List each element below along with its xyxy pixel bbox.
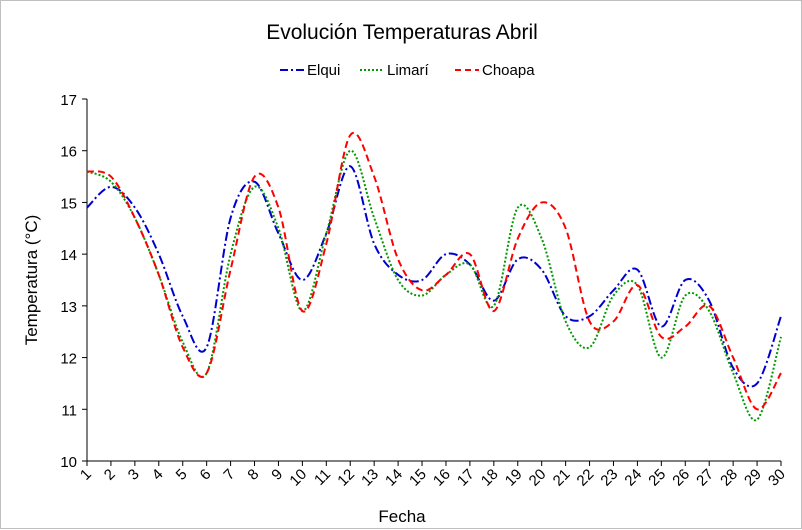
- legend-item-choapa: Choapa: [455, 62, 535, 79]
- x-tick-label: 16: [430, 466, 454, 490]
- series-line-elqui: [86, 165, 782, 388]
- y-tick-label: 12: [60, 351, 77, 368]
- x-ticks: 1 2 3 4 5 6 7 8 9 10 11 12 13 14 15 16 17 18 19 20 21 22 23 24 2…: [77, 461, 789, 490]
- y-axis-title: Temperatura (°C): [22, 215, 41, 346]
- x-tick-label: 3: [125, 466, 143, 484]
- x-tick-label: 26: [669, 466, 693, 490]
- chart-title: Evolución Temperaturas Abril: [266, 21, 538, 44]
- x-tick-label: 6: [197, 466, 215, 484]
- y-tick-label: 15: [60, 195, 77, 212]
- y-tick-label: 11: [61, 402, 77, 419]
- x-tick-label: 14: [382, 466, 406, 490]
- x-axis-title: Fecha: [378, 507, 426, 526]
- series-lines: [86, 131, 782, 422]
- series-line-limari: [86, 149, 782, 422]
- x-tick-label: 10: [286, 466, 310, 490]
- x-tick-label: 9: [268, 466, 286, 484]
- x-tick-label: 8: [244, 466, 262, 484]
- x-tick-label: 25: [645, 466, 669, 490]
- x-tick-label: 4: [149, 466, 167, 484]
- x-tick-label: 23: [597, 466, 621, 490]
- x-tick-label: 13: [358, 466, 382, 490]
- legend: Elqui Limarí Choapa: [280, 62, 535, 79]
- y-ticks: 10 11 12 13 14 15 16 17: [60, 92, 87, 471]
- y-tick-label: 17: [60, 92, 77, 109]
- x-tick-label: 22: [574, 466, 598, 490]
- y-tick-label: 13: [60, 299, 77, 316]
- x-tick-label: 18: [478, 466, 502, 490]
- legend-item-limari: Limarí: [360, 62, 430, 79]
- legend-label-limari: Limarí: [387, 62, 430, 79]
- x-tick-label: 7: [220, 466, 238, 484]
- x-tick-label: 20: [526, 466, 550, 490]
- x-tick-label: 11: [311, 466, 334, 489]
- x-tick-label: 24: [621, 466, 645, 490]
- y-tick-label: 10: [60, 454, 77, 471]
- legend-label-choapa: Choapa: [482, 62, 535, 79]
- x-tick-label: 19: [502, 466, 526, 490]
- axes: [86, 99, 781, 462]
- legend-item-elqui: Elqui: [280, 62, 340, 79]
- y-tick-label: 14: [60, 247, 77, 264]
- x-tick-label: 28: [717, 466, 741, 490]
- x-tick-label: 29: [741, 466, 765, 490]
- series-line-choapa: [86, 131, 782, 411]
- x-tick-label: 1: [77, 466, 95, 484]
- x-tick-label: 2: [101, 466, 119, 484]
- x-tick-label: 12: [334, 466, 358, 490]
- y-tick-label: 16: [60, 144, 77, 161]
- x-tick-label: 21: [550, 466, 574, 490]
- x-tick-label: 27: [693, 466, 717, 490]
- legend-label-elqui: Elqui: [307, 62, 340, 79]
- x-tick-label: 17: [454, 466, 478, 490]
- x-tick-label: 30: [765, 466, 789, 490]
- x-tick-label: 15: [406, 466, 430, 490]
- x-tick-label: 5: [173, 466, 191, 484]
